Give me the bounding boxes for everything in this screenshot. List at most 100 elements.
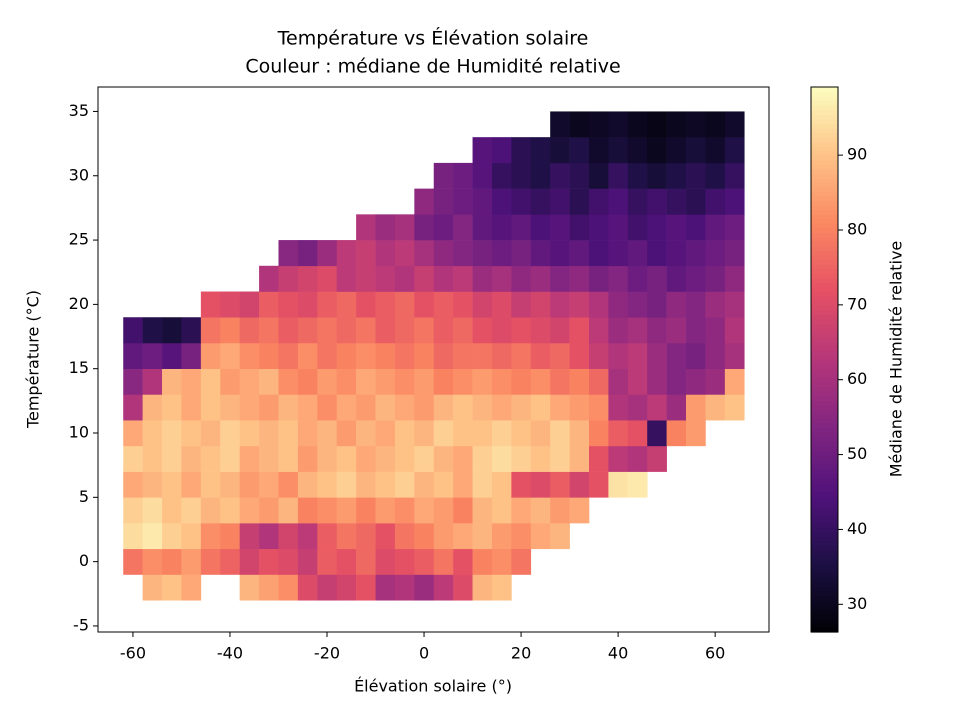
hexbin-cell — [472, 137, 493, 164]
hexbin-cell — [220, 394, 240, 421]
colorbar-slice — [811, 191, 838, 197]
hexbin-cell — [278, 394, 299, 421]
hexbin-cell — [453, 368, 473, 395]
hexbin-cell — [686, 317, 706, 344]
hexbin-cell — [317, 265, 338, 292]
hexbin-cell — [356, 342, 376, 369]
hexbin-cell — [220, 497, 240, 524]
hexbin-cell — [278, 445, 299, 472]
hexbin-cell — [627, 471, 648, 498]
hexbin-cell — [239, 317, 260, 344]
hexbin-cell — [259, 420, 279, 447]
hexbin-cell — [336, 471, 357, 498]
hexbin-cell — [627, 162, 648, 189]
hexbin-cell — [724, 137, 745, 164]
colorbar-slice — [811, 182, 838, 188]
hexbin-cell — [569, 265, 590, 292]
hexbin-cell — [666, 214, 687, 241]
hexbin-cell — [491, 342, 512, 369]
colorbar-label: Médiane de Humidité relative — [887, 241, 906, 478]
colorbar-slice — [811, 323, 838, 329]
hexbin-cell — [491, 317, 512, 344]
colorbar-slice — [811, 309, 838, 315]
hexbin-cell — [278, 317, 299, 344]
colorbar-tick-label: 40 — [847, 519, 867, 538]
hexbin-cell — [550, 240, 570, 267]
hexbin-cell — [414, 188, 435, 215]
hexbin-cell — [394, 471, 415, 498]
colorbar-tick-label: 60 — [847, 369, 867, 388]
hexbin-cell — [239, 420, 260, 447]
hexbin-cell — [453, 265, 473, 292]
hexbin-cell — [453, 317, 473, 344]
hexbin-cell — [162, 394, 182, 421]
hexbin-cell — [569, 342, 590, 369]
hexbin-cell — [588, 162, 609, 189]
hexbin-cell — [336, 394, 357, 421]
hexbin-cell — [317, 317, 338, 344]
hexbin-cell — [647, 214, 667, 241]
colorbar-slice — [811, 96, 838, 102]
hexbin-cell — [627, 445, 648, 472]
hexbin-cell — [433, 240, 454, 267]
hexbin-cell — [356, 523, 376, 550]
hexbin-cell — [336, 265, 357, 292]
y-tick-label: 20 — [69, 294, 89, 313]
hexbin-cell — [453, 240, 473, 267]
hexbin-cell — [123, 342, 143, 369]
colorbar-slice — [811, 295, 838, 302]
colorbar-slice — [811, 259, 838, 265]
colorbar-slice — [811, 509, 838, 515]
hexbin-cell — [627, 420, 648, 447]
hexbin-cell — [647, 368, 667, 395]
hexbin-cell — [123, 445, 143, 472]
colorbar-frame — [810, 86, 839, 633]
chart-title: Température vs Élévation solaire — [277, 27, 589, 50]
colorbar-slice — [811, 332, 838, 338]
hexbin-cell — [530, 214, 551, 241]
hexbin-cell — [530, 265, 551, 292]
hexbin-cell — [123, 523, 143, 550]
hexbin-cell — [453, 394, 473, 421]
hexbin-cell — [433, 188, 454, 215]
hexbin-cell — [200, 523, 221, 550]
colorbar-slice — [811, 205, 838, 211]
hexbin-cell — [297, 574, 318, 601]
hexbin-cell — [588, 317, 609, 344]
hexbin-cell — [491, 265, 512, 292]
hexbin-cell — [608, 162, 629, 189]
hexbin-cell — [686, 137, 706, 164]
hexbin-cell — [453, 162, 473, 189]
colorbar-slice — [811, 545, 838, 551]
hexbin-cell — [588, 368, 609, 395]
hexbin-cell — [472, 420, 493, 447]
hexbin-cell — [472, 162, 493, 189]
hexbin-cell — [647, 265, 667, 292]
hexbin-cell — [511, 291, 532, 318]
hexbin-cell — [239, 471, 260, 498]
hexbin-cell — [375, 445, 396, 472]
hexbin-cell — [453, 471, 473, 498]
hexbin-cell — [472, 368, 493, 395]
hexbin-cell — [705, 342, 726, 369]
colorbar-slice — [811, 627, 838, 633]
colorbar-slice — [811, 236, 838, 243]
colorbar-slice — [811, 177, 838, 183]
hexbin-cell — [530, 420, 551, 447]
colorbar-slice — [811, 341, 838, 347]
hexbin-cell — [336, 342, 357, 369]
hexbin-cell — [588, 188, 609, 215]
colorbar-slice — [811, 250, 838, 256]
hexbin-cell — [336, 548, 357, 575]
colorbar-slice — [811, 563, 838, 570]
hexbin-cell — [511, 420, 532, 447]
hexbin-cell — [317, 291, 338, 318]
hexbin-cell — [491, 188, 512, 215]
y-tick-label: 30 — [69, 165, 89, 184]
hexbin-cell — [394, 445, 415, 472]
hexbin-cell — [705, 265, 726, 292]
hexbin-cell — [356, 574, 376, 601]
hexbin-cell — [297, 240, 318, 267]
hexbin-cell — [627, 394, 648, 421]
hexbin-cell — [627, 317, 648, 344]
